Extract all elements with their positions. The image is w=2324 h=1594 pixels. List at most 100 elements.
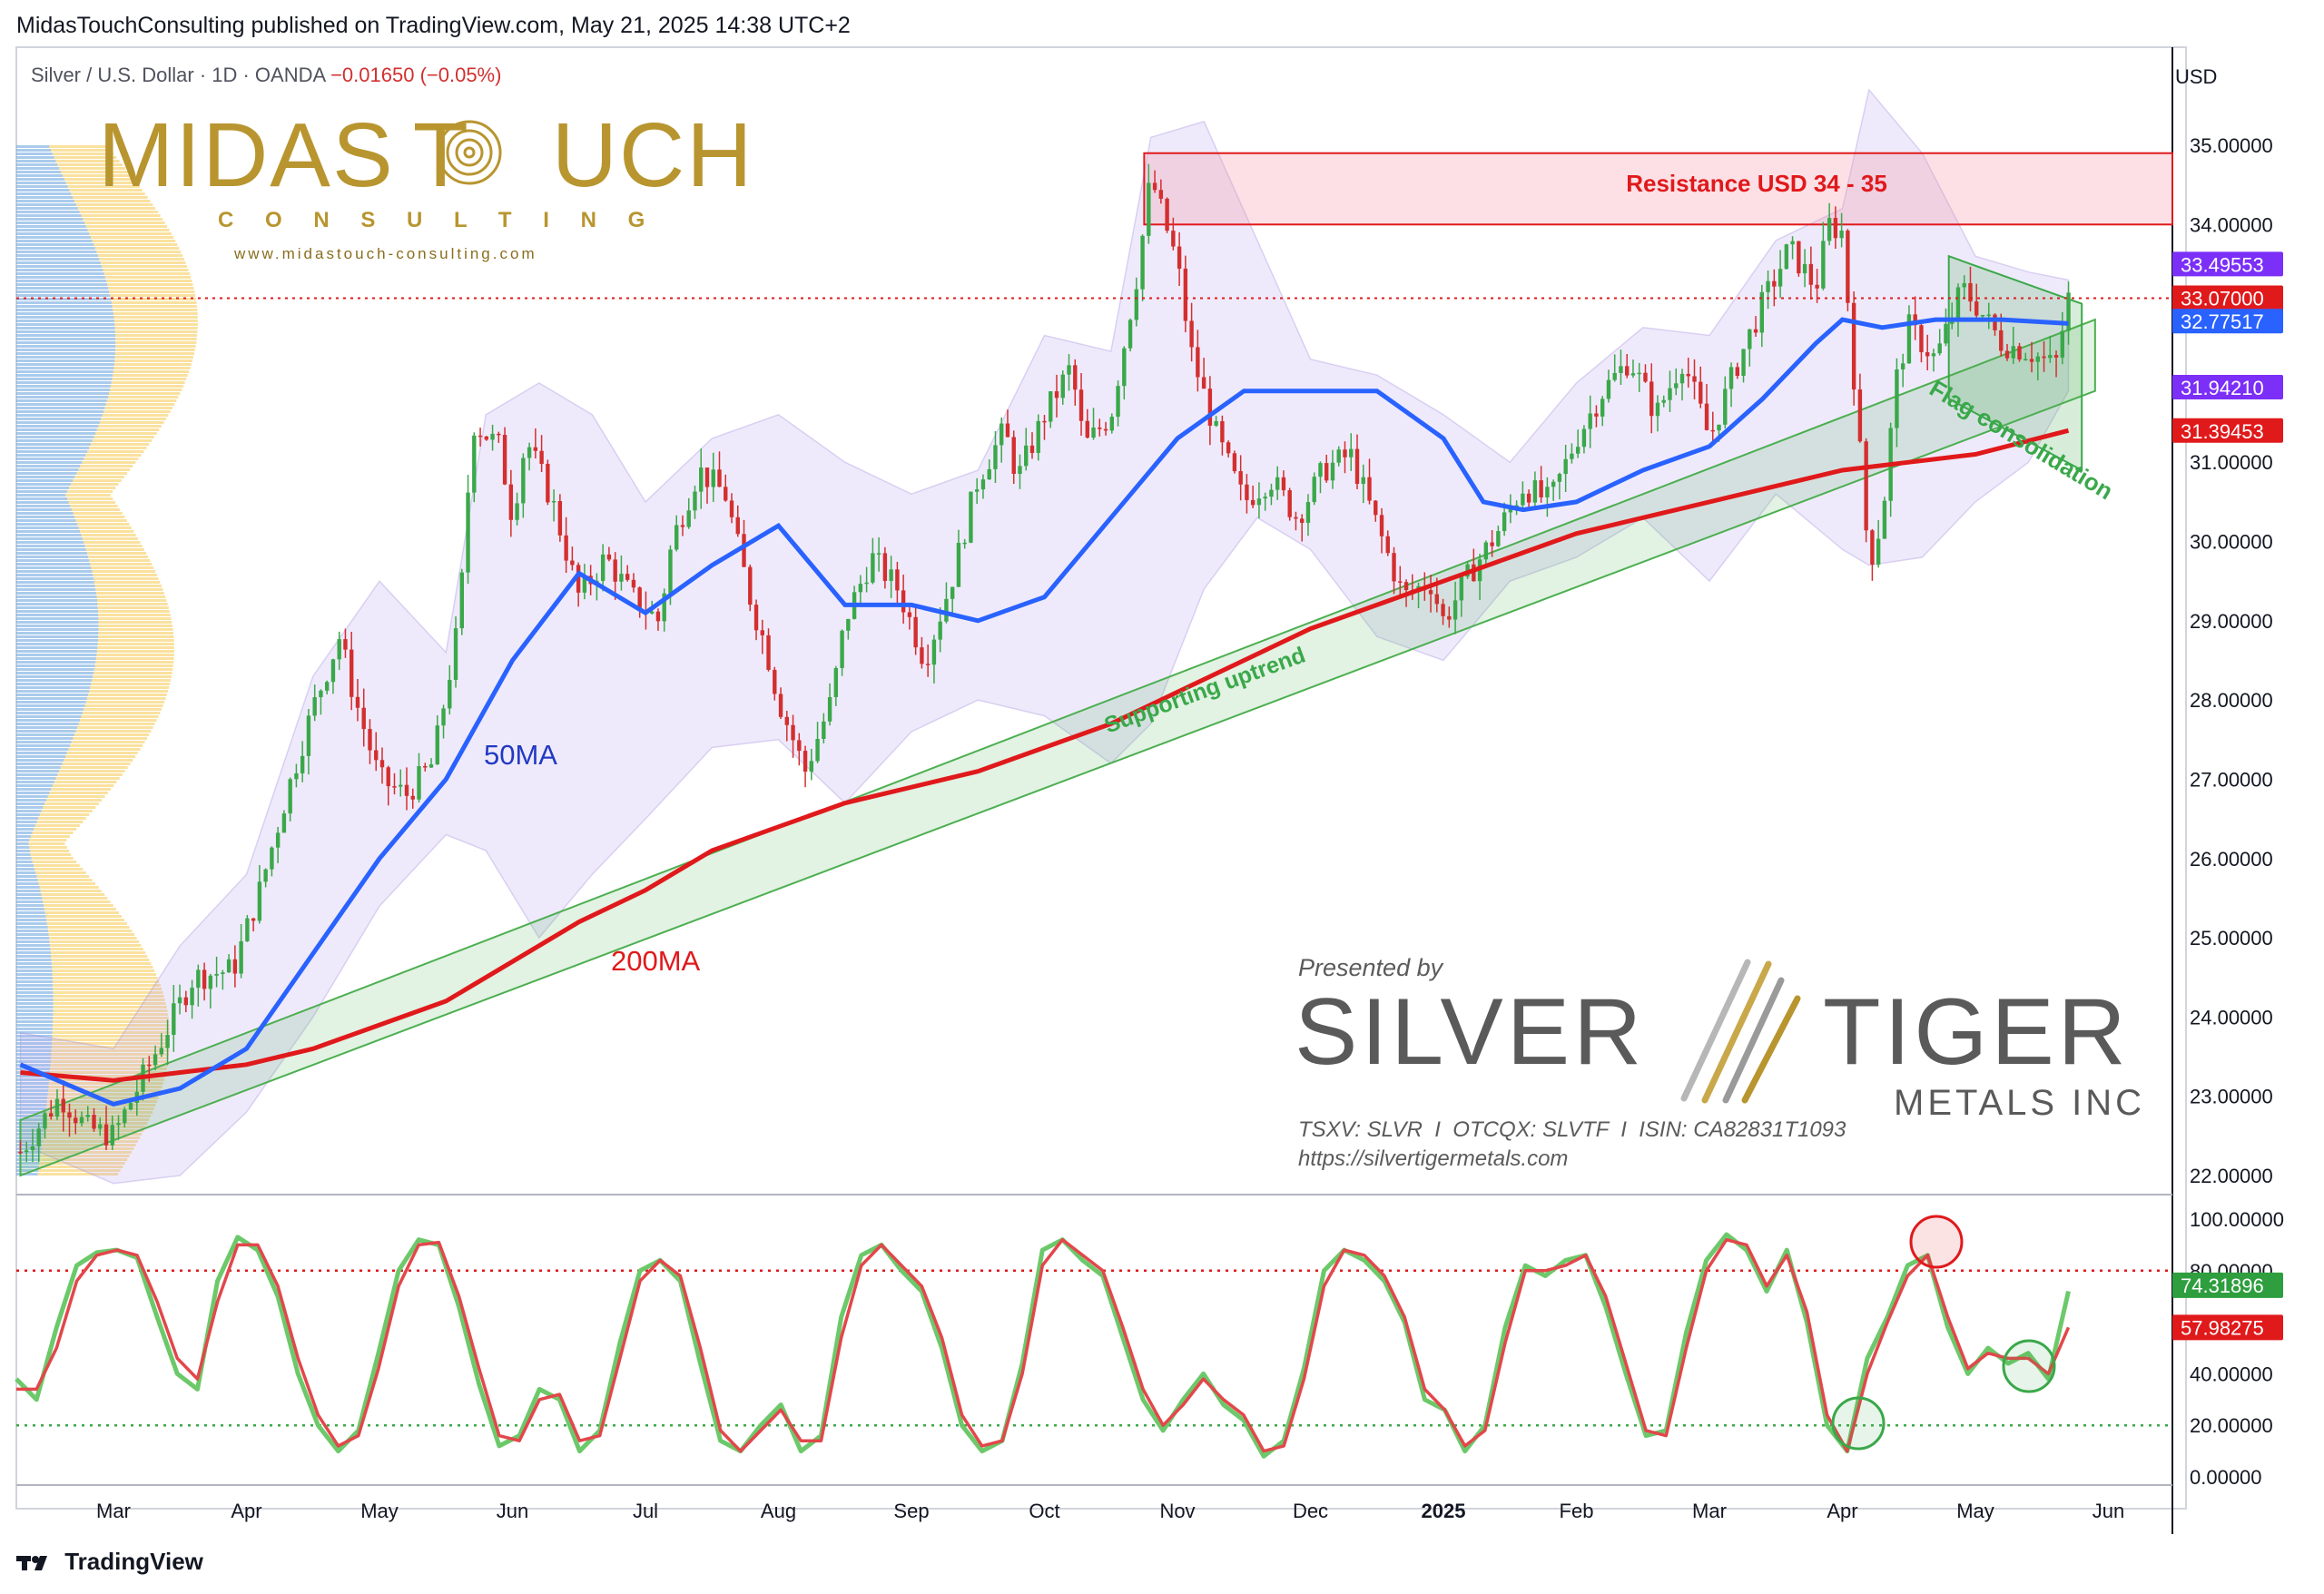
volume-bar-buy (16, 483, 72, 486)
volume-bar-sell (75, 203, 153, 206)
candle-body (448, 679, 452, 709)
candle-body (1723, 389, 1728, 425)
volume-bar-buy (16, 156, 54, 159)
volume-bar-sell (98, 610, 170, 613)
volume-bar-sell (49, 792, 108, 794)
volume-bar-buy (16, 1100, 47, 1103)
volume-bar-sell (73, 196, 148, 199)
tradingview-brand[interactable]: TradingView (16, 1548, 203, 1576)
volume-bar-buy (16, 1140, 43, 1143)
volume-bar-sell (110, 389, 182, 391)
candle-body (1152, 182, 1157, 191)
candle-body (680, 525, 685, 527)
volume-bar-buy (16, 283, 108, 286)
candle-body (85, 1115, 90, 1117)
volume-bar-buy (16, 272, 104, 275)
candle-body (1925, 352, 1930, 357)
candle-body (1797, 241, 1801, 274)
volume-bar-sell (87, 552, 147, 555)
volume-bar-buy (16, 258, 100, 261)
volume-bar-sell (94, 585, 162, 587)
candle-body (1931, 353, 1936, 357)
volume-bar-sell (78, 468, 131, 471)
silvertiger-url: https://silvertigermetals.com (1298, 1146, 1568, 1171)
volume-bar-buy (16, 937, 50, 940)
candle-body (497, 433, 501, 436)
volume-bar-sell (115, 338, 197, 340)
volume-bar-sell (82, 537, 139, 540)
candle-body (159, 1048, 164, 1055)
volume-bar-sell (70, 505, 118, 507)
volume-bar-sell (91, 683, 171, 685)
volume-bar-sell (115, 341, 197, 344)
volume-bar-buy (16, 991, 54, 994)
volume-bar-buy (16, 330, 115, 333)
volume-bar-buy (16, 232, 90, 235)
volume-bar-buy (16, 1122, 45, 1125)
candle-body (1287, 490, 1292, 517)
volume-bar-sell (48, 933, 134, 936)
time-tick-label: Oct (1029, 1500, 1059, 1522)
volume-bar-buy (16, 908, 44, 910)
volume-bar-buy (16, 788, 52, 791)
candle-body (1846, 231, 1850, 303)
volume-bar-buy (16, 752, 67, 754)
volume-bar-sell (39, 813, 90, 816)
price-axis[interactable]: 35.0000034.0000033.0000032.0000031.00000… (2190, 134, 2273, 1187)
volume-bar-buy (16, 893, 42, 896)
candle-body (907, 612, 912, 617)
candle-body (742, 534, 746, 567)
bollinger-fill (19, 88, 2070, 1185)
volume-bar-buy (16, 585, 95, 587)
moving-averages (19, 317, 2070, 1107)
candle-body (2066, 292, 2071, 331)
volume-bar-sell (71, 483, 119, 486)
candle-body (294, 772, 299, 780)
volume-bar-sell (34, 868, 84, 871)
volume-bar-buy (16, 458, 84, 460)
candle-body (1024, 445, 1029, 467)
volume-bar-buy (16, 694, 89, 696)
fingerprint-icon (437, 120, 502, 185)
volume-bar-sell (102, 414, 169, 417)
candle-body (876, 553, 881, 555)
volume-bar-sell (88, 694, 167, 696)
volume-bar-buy (16, 290, 110, 293)
volume-bar-sell (66, 490, 113, 493)
volume-bar-buy (16, 192, 72, 195)
candle-body (1710, 429, 1715, 432)
candle-body (116, 1123, 121, 1126)
volume-bar-buy (16, 370, 113, 373)
oscillator-axis[interactable]: 100.0000080.0000060.0000040.0000020.0000… (2190, 1208, 2284, 1489)
volume-bar-buy (16, 919, 47, 921)
volume-bar-sell (50, 1064, 168, 1067)
volume-bar-buy (16, 864, 34, 867)
volume-bar-buy (16, 178, 64, 181)
tradingview-logo-icon (16, 1556, 47, 1571)
volume-bar-buy (16, 472, 77, 475)
volume-bar-sell (84, 458, 139, 460)
candle-body (374, 750, 379, 761)
candle-body (423, 765, 428, 768)
volume-bar-sell (113, 316, 198, 319)
candle-body (570, 560, 575, 566)
volume-bar-sell (113, 363, 192, 366)
volume-bar-sell (36, 875, 90, 878)
candle-body (1330, 462, 1335, 481)
symbol-legend[interactable]: Silver / U.S. Dollar · 1D · OANDA −0.016… (31, 64, 501, 87)
volume-bar-sell (74, 516, 125, 518)
volume-bar-buy (16, 850, 31, 852)
volume-bar-buy (16, 494, 66, 497)
volume-bar-buy (16, 185, 68, 188)
volume-bar-buy (16, 973, 53, 976)
volume-bar-buy (16, 1118, 45, 1121)
candle-body (1067, 365, 1071, 375)
candle-body (1073, 365, 1078, 390)
volume-bar-buy (16, 1107, 46, 1110)
volume-bar-sell (50, 1060, 169, 1063)
volume-bar-buy (16, 327, 115, 330)
time-axis[interactable]: Mar Apr May Jun Jul Aug Sep Oct Nov Dec 2025 Feb Mar… (96, 1500, 2124, 1522)
candle-body (1986, 314, 1991, 317)
candle-body (379, 760, 385, 768)
